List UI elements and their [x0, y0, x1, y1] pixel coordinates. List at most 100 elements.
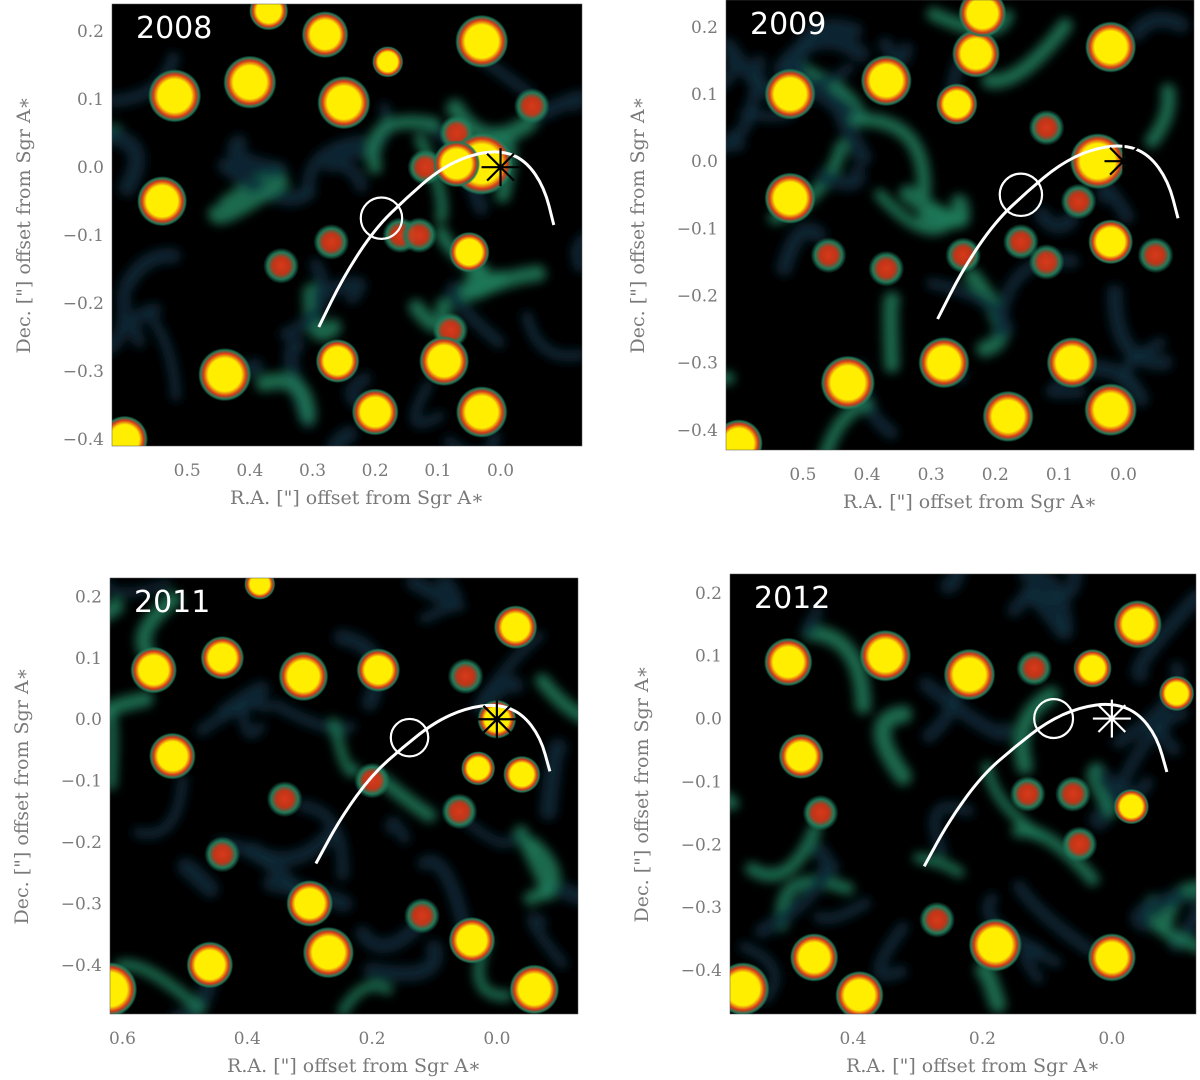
- filament: [363, 939, 444, 982]
- filament: [726, 136, 746, 154]
- filament: [1106, 284, 1173, 371]
- y-tick-label: 0.1: [691, 85, 718, 105]
- star-source: [286, 880, 334, 927]
- filament: [726, 54, 766, 145]
- x-tick-label: 0.2: [362, 461, 389, 481]
- filament: [110, 691, 154, 718]
- y-tick-label: 0.1: [695, 647, 722, 667]
- filament: [745, 822, 822, 882]
- filament: [775, 222, 827, 277]
- panel-year-label: 2012: [754, 581, 830, 616]
- star-source: [130, 646, 178, 694]
- y-tick-label: −0.4: [677, 421, 718, 441]
- x-tick-label: 0.0: [1110, 465, 1137, 485]
- emission-knot: [810, 237, 847, 274]
- filament: [918, 677, 1013, 741]
- y-tick-label: −0.3: [677, 354, 718, 374]
- orbit-curve: [936, 144, 1180, 320]
- star-source: [764, 68, 816, 120]
- filament: [1118, 336, 1167, 388]
- filament: [409, 379, 446, 429]
- y-tick-label: −0.2: [677, 287, 718, 307]
- filament: [523, 837, 561, 906]
- tick-labels: 0.4 0.2 0.0 0.2 0.1 0.0 −0.1 −0.2 −0.3 −0.4: [681, 584, 1126, 1049]
- emission-knot: [263, 247, 300, 284]
- filament: [1029, 592, 1071, 638]
- image-area: [111, 3, 583, 447]
- star-source: [200, 635, 245, 680]
- filament: [1045, 382, 1087, 399]
- emission-knot: [1137, 237, 1174, 274]
- filament: [1144, 83, 1176, 149]
- sgr-a-star-marker: [1092, 699, 1131, 738]
- emission-knot: [1060, 183, 1097, 220]
- y-tick-label: 0.2: [75, 587, 102, 607]
- y-axis-label: Dec. ["] offset from Sgr A∗: [631, 666, 653, 923]
- image-area: [109, 577, 579, 1015]
- filament: [939, 574, 966, 595]
- star-source: [433, 140, 481, 188]
- filament: [417, 854, 471, 932]
- filament: [112, 127, 146, 197]
- filament: [849, 112, 931, 200]
- x-axis-label: R.A. ["] offset from Sgr A∗: [227, 1055, 481, 1077]
- star-source: [860, 54, 912, 107]
- image-area: [725, 0, 1195, 451]
- star-source: [244, 578, 276, 600]
- star-source: [1073, 648, 1112, 688]
- x-tick-label: 0.2: [982, 465, 1009, 485]
- star-source: [301, 11, 349, 59]
- filament: [526, 912, 568, 970]
- filament: [405, 578, 462, 608]
- filament: [801, 624, 872, 715]
- filament: [236, 699, 266, 739]
- emission-knot: [513, 88, 550, 124]
- star-source: [198, 347, 252, 402]
- filament: [255, 372, 317, 424]
- star-source: [1088, 219, 1134, 265]
- y-tick-label: 0.1: [77, 90, 104, 110]
- y-tick-label: −0.3: [681, 898, 722, 918]
- star-source: [835, 970, 884, 1014]
- g2-circle: [389, 717, 430, 758]
- filament: [811, 842, 835, 886]
- star-source: [302, 926, 355, 979]
- x-axis-label: R.A. ["] offset from Sgr A∗: [843, 491, 1097, 513]
- emission-knot: [868, 250, 905, 287]
- filament: [112, 123, 122, 140]
- filament: [1107, 721, 1167, 806]
- filament: [789, 18, 863, 92]
- filament: [296, 799, 349, 882]
- filament: [110, 579, 172, 598]
- filament: [521, 310, 582, 362]
- filament: [337, 980, 394, 1014]
- y-tick-label: 0.2: [695, 584, 722, 604]
- panel-year-label: 2011: [134, 585, 210, 620]
- plot-frame: [111, 3, 583, 447]
- filament: [913, 852, 965, 878]
- y-tick-label: 0.0: [75, 710, 102, 730]
- star-source: [148, 69, 202, 123]
- filament: [244, 828, 337, 868]
- panel-2011: 2011 R.A. ["] offset from Sgr A∗ Dec. ["…: [11, 577, 579, 1077]
- star-source: [455, 14, 509, 69]
- image-content: [730, 574, 1196, 1014]
- star-source: [943, 648, 996, 701]
- filament: [555, 882, 578, 905]
- filament: [812, 897, 872, 925]
- tick-labels: 0.5 0.4 0.3 0.2 0.1 0.0 0.2 0.1 0.0 −0.1 −0.2 −0.3 −…: [677, 18, 1137, 485]
- star-source: [149, 732, 196, 780]
- filament: [328, 717, 361, 778]
- emission-knot: [266, 781, 303, 818]
- g2-circle: [1033, 698, 1075, 740]
- star-source: [137, 176, 188, 227]
- filament: [570, 233, 582, 273]
- star-source: [820, 355, 876, 411]
- star-source: [372, 46, 404, 78]
- filament: [119, 248, 182, 292]
- orbit-curve: [922, 702, 1169, 868]
- filament: [1007, 574, 1048, 618]
- filament: [217, 681, 270, 719]
- filament: [114, 959, 205, 1014]
